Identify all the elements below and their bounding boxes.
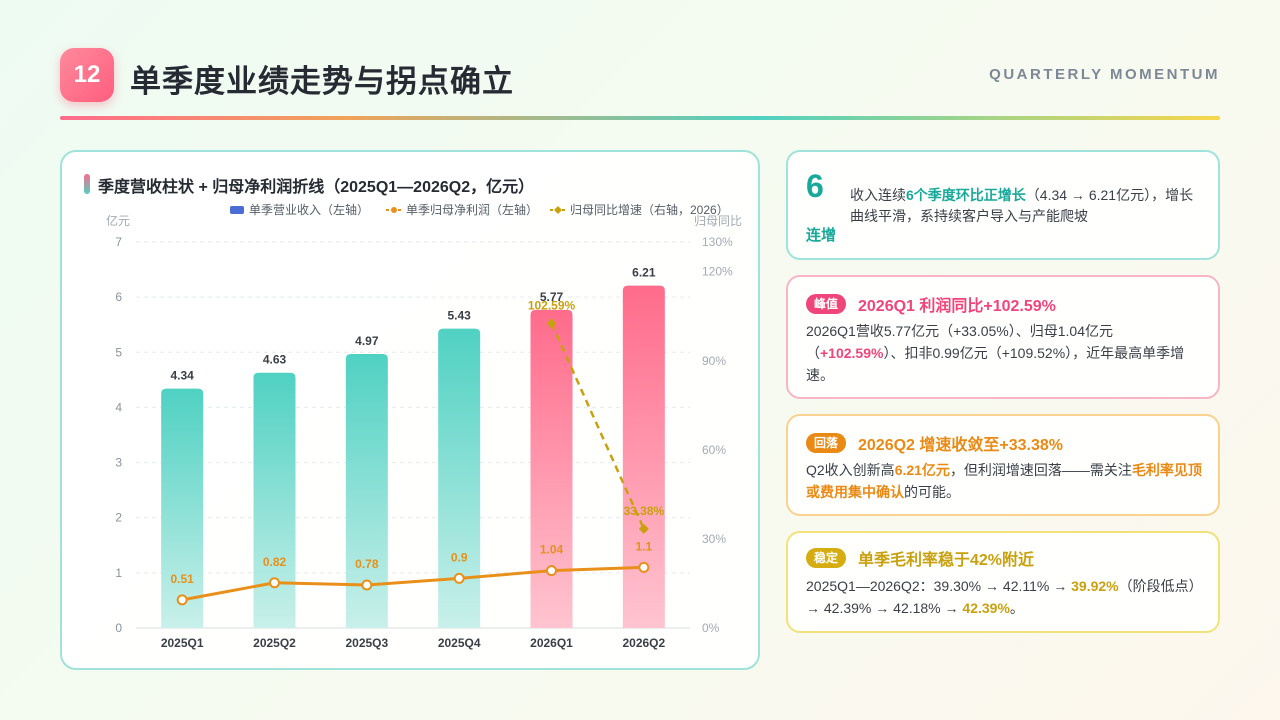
revenue-bar-label: 5.77	[540, 290, 564, 304]
streak-highlight: 6个季度环比正增长	[906, 187, 1026, 203]
y2-tick-label: 60%	[702, 443, 726, 457]
margin-body-3: （阶段低点）→ 42.39% → 42.18% →	[806, 578, 1203, 616]
profit-point	[638, 561, 650, 573]
insight-card-slowdown: 回落 2026Q2 增速收敛至+33.38% Q2收入创新高6.21亿元，但利润…	[786, 414, 1220, 516]
y-axis-title: 亿元	[106, 213, 130, 228]
revenue-bar-label: 4.63	[263, 353, 287, 367]
x-tick-label: 2026Q1	[530, 636, 573, 650]
page-title: 单季度业绩走势与拐点确立	[130, 64, 514, 99]
x-tick-label: 2025Q4	[438, 636, 481, 650]
legend-revenue-label: 单季营业收入（左轴）	[249, 202, 369, 217]
streak-label: 连增	[806, 227, 837, 244]
margin-body-5: 。	[1009, 600, 1024, 616]
profit-point-label: 1.04	[540, 543, 564, 557]
x-tick-label: 2026Q2	[622, 636, 665, 650]
insight-card-margin: 稳定 单季毛利率稳于42%附近 2025Q1—2026Q2：39.30% → 4…	[786, 531, 1220, 633]
legend-revenue-swatch	[230, 206, 244, 214]
margin-heading: 单季毛利率稳于42%附近	[858, 552, 1035, 569]
revenue-bar	[622, 285, 665, 628]
margin-body-1: 2025Q1—2026Q2：39.30% → 42.11% →	[806, 578, 1072, 594]
margin-body-highlight-2: 42.39%	[962, 600, 1010, 616]
peak-tag: 峰值	[806, 294, 847, 314]
y-tick-label: 2	[115, 511, 122, 525]
slowdown-body-highlight-2: 毛利率见顶或费用集中确认	[806, 462, 1202, 500]
peak-body-1: 2026Q1营收5.77亿元（+33.05%）、归母1.04亿元（	[806, 323, 1113, 361]
growth-point-label: 33.38%	[623, 504, 664, 518]
growth-line	[550, 322, 645, 530]
page-subtitle: QUARTERLY MOMENTUM	[989, 66, 1220, 83]
profit-point	[269, 577, 280, 589]
y-tick-label: 6	[115, 290, 122, 304]
y2-tick-label: 120%	[702, 265, 733, 279]
y-tick-label: 0	[115, 621, 122, 635]
revenue-bar	[438, 328, 481, 628]
y2-tick-label: 90%	[702, 354, 726, 368]
chart-title: 季度营收柱状 + 归母净利润折线（2025Q1—2026Q2，亿元）	[98, 179, 535, 196]
slowdown-body-highlight-1: 6.21亿元	[894, 462, 950, 478]
header-divider	[60, 116, 1220, 120]
slowdown-body-5: 的可能。	[904, 484, 960, 500]
slowdown-body: Q2收入创新高6.21亿元，但利润增速回落——需关注毛利率见顶或费用集中确认的可…	[806, 459, 1206, 503]
streak-number: 6	[806, 168, 824, 204]
streak-text-3: （4.34 → 6.21亿元），增长曲线平滑，系持续客户导入与产能爬坡	[850, 187, 1194, 224]
legend-growth-marker	[554, 206, 562, 214]
y2-axis-title: 归母同比	[694, 214, 742, 228]
streak-text: 收入连续6个季度环比正增长（4.34 → 6.21亿元），增长曲线平滑，系持续客…	[850, 185, 1205, 227]
chart-title-accent	[84, 174, 90, 194]
profit-point-label: 0.78	[355, 557, 379, 571]
peak-body-3: ）、扣非0.99亿元（+109.52%），近年最高单季增速。	[806, 345, 1185, 383]
slowdown-body-3: ，但利润增速回落——需关注	[949, 462, 1132, 478]
y-tick-label: 3	[115, 456, 122, 470]
y-tick-label: 4	[115, 400, 122, 414]
x-tick-label: 2025Q2	[253, 636, 296, 650]
revenue-bar	[345, 353, 388, 628]
y-tick-label: 5	[115, 345, 122, 359]
chart-card: 季度营收柱状 + 归母净利润折线（2025Q1—2026Q2，亿元） 0 1 2 3 4…	[60, 150, 760, 670]
profit-point	[176, 594, 188, 606]
insight-card-growth-streak: 6 连增 收入连续6个季度环比正增长（4.34 → 6.21亿元），增长曲线平滑…	[786, 150, 1220, 260]
profit-line	[181, 565, 644, 602]
x-tick-label: 2025Q3	[345, 636, 388, 650]
y2-tick-label: 130%	[702, 235, 733, 249]
revenue-bar-label: 4.97	[355, 334, 379, 348]
margin-body: 2025Q1—2026Q2：39.30% → 42.11% → 39.92%（阶…	[806, 575, 1206, 619]
profit-point	[361, 579, 373, 591]
revenue-bar-label: 5.43	[447, 309, 471, 323]
x-tick-label: 2025Q1	[161, 636, 204, 650]
y-tick-label: 1	[115, 566, 122, 580]
profit-point-label: 1.1	[635, 539, 652, 553]
revenue-bar	[253, 372, 296, 628]
revenue-bar	[530, 309, 573, 628]
legend-growth-label: 归母同比增速（右轴，2026）	[570, 202, 729, 217]
slowdown-body-1: Q2收入创新高	[806, 462, 895, 478]
peak-heading: 2026Q1 利润同比+102.59%	[858, 298, 1056, 315]
growth-point	[546, 318, 557, 329]
slowdown-heading: 2026Q2 增速收敛至+33.38%	[858, 437, 1063, 454]
y2-tick-label: 30%	[702, 532, 726, 546]
profit-point-label: 0.9	[451, 550, 468, 564]
insight-card-peak: 峰值 2026Q1 利润同比+102.59% 2026Q1营收5.77亿元（+3…	[786, 275, 1220, 399]
y2-tick-label: 0%	[702, 621, 720, 635]
margin-tag: 稳定	[806, 548, 847, 568]
header: 12 单季度业绩走势与拐点确立 QUARTERLY MOMENTUM	[60, 48, 1220, 104]
profit-point	[546, 565, 557, 577]
peak-body: 2026Q1营收5.77亿元（+33.05%）、归母1.04亿元（+102.59…	[806, 320, 1206, 386]
revenue-bar-label: 4.34	[170, 369, 194, 383]
y-tick-label: 7	[115, 235, 122, 249]
margin-body-highlight-1: 39.92%	[1071, 578, 1119, 594]
slide-number-badge: 12	[60, 48, 114, 102]
growth-point-label: 102.59%	[528, 298, 576, 312]
legend-profit-label: 单季归母净利润（左轴）	[406, 202, 538, 217]
growth-point	[638, 523, 649, 534]
revenue-bar-label: 6.21	[632, 266, 656, 280]
profit-point	[453, 572, 465, 584]
streak-text-1: 收入连续	[850, 187, 906, 203]
slowdown-tag: 回落	[806, 433, 847, 453]
legend-profit-marker	[391, 207, 397, 213]
profit-point-label: 0.51	[170, 572, 194, 586]
profit-point-label: 0.82	[263, 555, 287, 569]
revenue-bar	[161, 388, 204, 628]
peak-body-highlight: +102.59%	[820, 345, 884, 361]
combo-chart: 0 1 2 3 4 5 6 7 0% 30% 60% 90% 120% 130% 亿元 归母同比 单季营业收入（…	[106, 202, 742, 650]
